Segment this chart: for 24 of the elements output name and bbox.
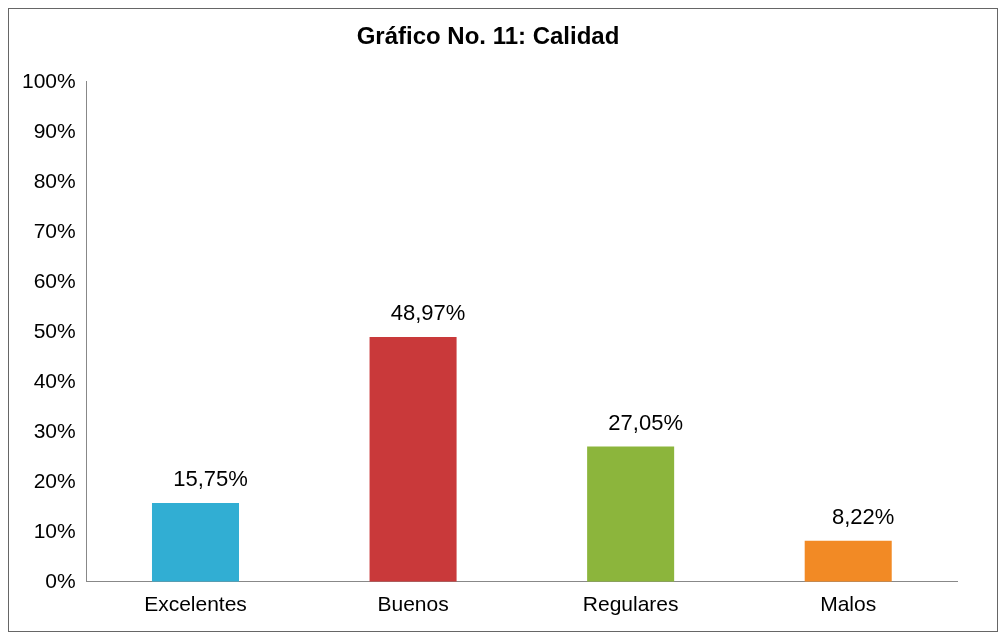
data-label: 8,22% bbox=[832, 503, 895, 529]
x-tick-label: Buenos bbox=[377, 592, 449, 616]
data-label: 27,05% bbox=[608, 409, 683, 435]
data-label: 15,75% bbox=[173, 466, 248, 492]
y-tick-label: 40% bbox=[33, 368, 76, 392]
y-tick-label: 60% bbox=[33, 268, 76, 292]
y-tick-label: 0% bbox=[45, 568, 76, 592]
y-tick-label: 100% bbox=[21, 68, 76, 92]
x-tick-label: Regulares bbox=[582, 592, 679, 616]
x-tick-label: Malos bbox=[820, 592, 877, 616]
x-tick-label: Excelentes bbox=[144, 592, 247, 616]
bar bbox=[587, 446, 675, 582]
y-tick-label: 10% bbox=[33, 518, 76, 542]
y-tick-label: 80% bbox=[33, 168, 76, 192]
y-tick-label: 70% bbox=[33, 218, 76, 242]
bar bbox=[804, 540, 892, 582]
y-tick-label: 30% bbox=[33, 418, 76, 442]
y-tick-label: 20% bbox=[33, 468, 76, 492]
bar bbox=[369, 336, 457, 582]
y-tick-label: 50% bbox=[33, 318, 76, 342]
bar bbox=[151, 503, 240, 582]
y-tick-label: 90% bbox=[33, 118, 76, 142]
data-label: 48,97% bbox=[390, 300, 466, 326]
chart-title: Gráfico No. 11: Calidad bbox=[356, 22, 620, 50]
